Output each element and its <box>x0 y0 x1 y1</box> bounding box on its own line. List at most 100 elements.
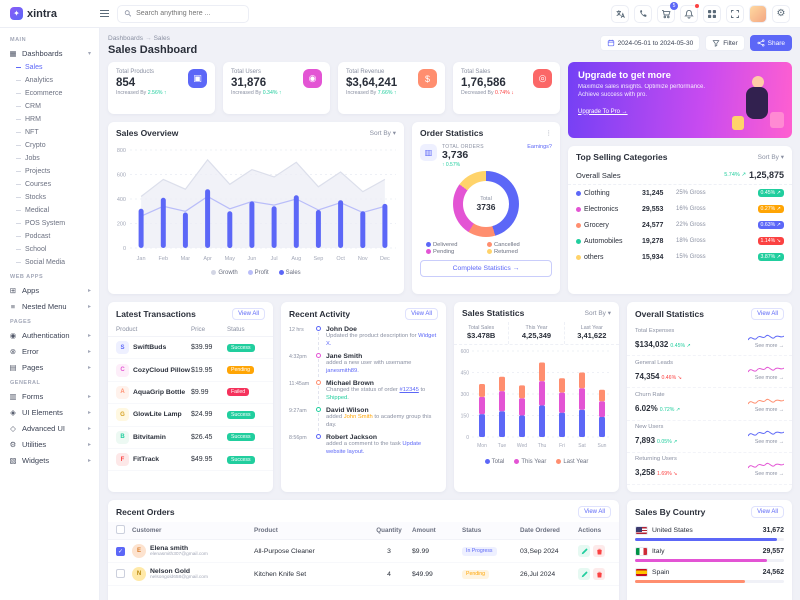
order-link[interactable]: #12345 <box>399 387 419 394</box>
column-header: Date Ordered <box>520 527 560 534</box>
view-all-button[interactable]: View All <box>751 308 784 320</box>
product-name: SwiftBuds <box>133 344 167 352</box>
see-more-link[interactable]: See more → <box>754 374 784 381</box>
category-row[interactable]: Clothing 31,245 25% Gross 0.45% ↗ <box>568 185 792 201</box>
edit-button[interactable] <box>578 568 590 580</box>
complete-statistics-button[interactable]: Complete Statistics → <box>420 259 552 277</box>
date-range-button[interactable]: 2024-05-01 to 2024-05-30 <box>599 35 701 51</box>
see-more-link[interactable]: See more → <box>754 439 784 446</box>
sidebar-item-projects[interactable]: Projects <box>0 165 99 178</box>
see-more-link[interactable]: See more → <box>754 406 784 413</box>
sidebar-item-crm[interactable]: CRM <box>0 100 99 113</box>
category-row[interactable]: Automobiles 19,278 18% Gross 1.14% ↘ <box>568 233 792 249</box>
pages-icon: ▤ <box>9 362 17 372</box>
order-quantity: 4 <box>387 570 391 578</box>
sidebar-item-apps[interactable]: ⊞ Apps ▸ <box>0 282 99 298</box>
sidebar-item-podcast[interactable]: Podcast <box>0 230 99 243</box>
brand-logo[interactable]: ✦ xintra <box>0 7 100 20</box>
overall-sales-change: 5.74% ↗ <box>724 172 746 178</box>
order-row[interactable]: N Nelson Gold nelsongold658@gmail.com Kit… <box>108 563 619 586</box>
sidebar-item-medical[interactable]: Medical <box>0 204 99 217</box>
sidebar-item-label: Crypto <box>25 142 46 149</box>
sidebar-item-pos-system[interactable]: POS System <box>0 217 99 230</box>
row-checkbox[interactable]: ✓ <box>116 546 125 556</box>
transaction-row[interactable]: S SwiftBuds $39.99 Success <box>108 337 273 360</box>
breadcrumb-root[interactable]: Dashboards <box>108 35 144 42</box>
view-all-button[interactable]: View All <box>405 308 438 320</box>
apps-grid-icon[interactable] <box>703 4 721 23</box>
call-icon[interactable] <box>634 4 652 23</box>
fullscreen-icon[interactable] <box>726 4 744 23</box>
share-button[interactable]: Share <box>749 35 792 51</box>
sidebar-item-label: HRM <box>25 116 41 123</box>
advanced-ui-icon: ◇ <box>10 423 16 433</box>
sidebar-item-error[interactable]: ⊗ Error ▸ <box>0 343 99 359</box>
cart-icon[interactable]: 5 <box>657 1 678 23</box>
sidebar-item-nft[interactable]: NFT <box>0 126 99 139</box>
sidebar-item-hrm[interactable]: HRM <box>0 113 99 126</box>
sidebar-item-ecommerce[interactable]: Ecommerce <box>0 87 99 100</box>
search-input[interactable] <box>136 10 242 17</box>
notifications-icon[interactable] <box>680 3 699 23</box>
select-all-checkbox[interactable] <box>116 525 125 534</box>
sidebar-item-courses[interactable]: Courses <box>0 178 99 191</box>
sort-by-dropdown[interactable]: Sort By ▾ <box>584 310 611 317</box>
sidebar-item-ui-elements[interactable]: ◈ UI Elements ▸ <box>0 404 99 420</box>
column-header: Status <box>227 326 245 333</box>
activity-highlight[interactable]: John Smith <box>343 414 373 421</box>
customer-avatar: E <box>132 544 146 558</box>
category-row[interactable]: Electronics 29,553 16% Gross 0.27% ↗ <box>568 201 792 217</box>
see-more-link[interactable]: See more → <box>754 342 784 349</box>
sidebar-item-stocks[interactable]: Stocks <box>0 191 99 204</box>
transaction-row[interactable]: C CozyCloud Pillow $19.95 Pending <box>108 359 273 382</box>
sidebar-item-advanced-ui[interactable]: ◇ Advanced UI ▸ <box>0 420 99 436</box>
transaction-row[interactable]: A AquaGrip Bottle $9.99 Failed <box>108 382 273 405</box>
sidebar-item-crypto[interactable]: Crypto <box>0 139 99 152</box>
category-row[interactable]: others 15,934 15% Gross 3.87% ↗ <box>568 249 792 265</box>
upgrade-to-pro-link[interactable]: Upgrade To Pro → <box>578 108 628 115</box>
sidebar-item-jobs[interactable]: Jobs <box>0 152 99 165</box>
sidebar-item-widgets[interactable]: ▧ Widgets ▸ <box>0 452 99 468</box>
earnings-link[interactable]: Earnings? <box>527 144 552 150</box>
activity-time: 9:27am <box>289 408 307 415</box>
activity-highlight[interactable]: Widget X. <box>326 333 437 347</box>
country-row: Spain 24,562 <box>627 564 792 585</box>
order-row[interactable]: ✓ E Elena smith elenasmith307@gmail.com A… <box>108 540 619 563</box>
sidebar-item-pages[interactable]: ▤ Pages ▸ <box>0 359 99 375</box>
date-range-value: 2024-05-01 to 2024-05-30 <box>617 39 694 47</box>
delete-button[interactable] <box>593 568 605 580</box>
sort-by-dropdown[interactable]: Sort By ▾ <box>757 154 784 161</box>
transaction-row[interactable]: B Bitvitamin $26.45 Success <box>108 427 273 449</box>
search-box[interactable] <box>117 4 249 23</box>
sidebar-item-sales[interactable]: Sales <box>0 61 99 74</box>
view-all-button[interactable]: View All <box>232 308 265 320</box>
view-all-button[interactable]: View All <box>751 506 784 518</box>
sidebar-item-dashboards[interactable]: ▦ Dashboards ▾ <box>0 45 99 61</box>
more-options-icon[interactable]: ⋮ <box>545 130 553 137</box>
row-checkbox[interactable] <box>116 568 125 578</box>
activity-highlight[interactable]: janesmith89. <box>326 367 359 374</box>
sidebar-item-utilities[interactable]: ⚙ Utilities ▸ <box>0 436 99 452</box>
sidebar-item-nested-menu[interactable]: ≡ Nested Menu ▸ <box>0 298 99 314</box>
user-avatar[interactable] <box>749 4 767 23</box>
sidebar-item-forms[interactable]: ▥ Forms ▸ <box>0 388 99 404</box>
sidebar-item-authentication[interactable]: ◉ Authentication ▸ <box>0 327 99 343</box>
delete-button[interactable] <box>593 545 605 557</box>
view-all-button[interactable]: View All <box>578 506 611 518</box>
sort-by-dropdown[interactable]: Sort By ▾ <box>369 130 396 137</box>
see-more-link[interactable]: See more → <box>754 471 784 478</box>
settings-gear-icon[interactable]: ⚙ <box>772 4 790 23</box>
filter-button[interactable]: Filter <box>705 35 745 51</box>
upgrade-banner: Upgrade to get more Maximize sales insig… <box>568 62 792 138</box>
category-row[interactable]: Grocery 24,577 22% Gross 0.63% ↗ <box>568 217 792 233</box>
sidebar-item-social-media[interactable]: Social Media <box>0 256 99 269</box>
activity-highlight[interactable]: Update website layout. <box>326 441 422 455</box>
stat-change: 0.72% ↗ <box>659 406 681 413</box>
sidebar-item-school[interactable]: School <box>0 243 99 256</box>
sidebar-item-analytics[interactable]: Analytics <box>0 74 99 87</box>
menu-toggle-icon[interactable] <box>100 9 109 18</box>
edit-button[interactable] <box>578 545 590 557</box>
transaction-row[interactable]: G GlowLite Lamp $24.99 Success <box>108 404 273 427</box>
language-icon[interactable] <box>611 4 629 23</box>
transaction-row[interactable]: F FitTrack $49.95 Success <box>108 449 273 472</box>
